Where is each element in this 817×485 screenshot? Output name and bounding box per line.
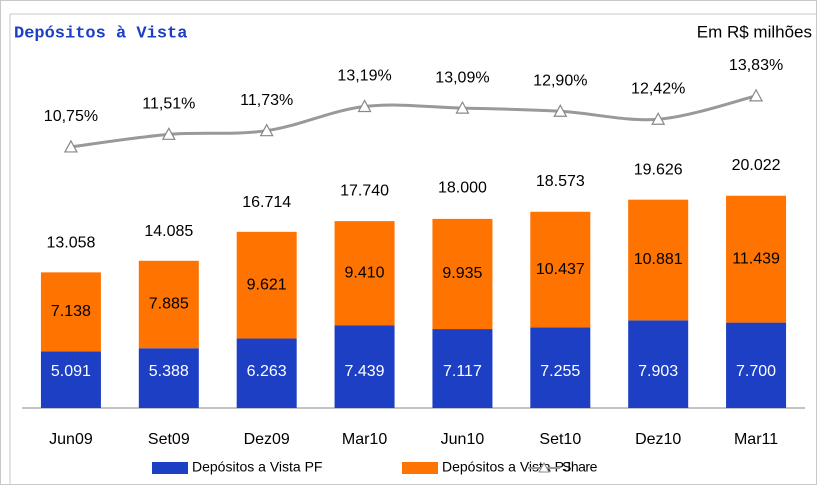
bar-segment [530,211,591,328]
legend-label: Depósitos a Vista PJ [442,459,571,475]
x-tick-label: Mar11 [734,431,778,448]
share-label: 13,19% [337,68,391,85]
value-label: 5.091 [51,363,91,380]
legend-label: Depósitos a Vista PF [192,459,322,475]
total-label: 13.058 [46,234,95,251]
share-marker [749,88,764,102]
legend-swatch [152,462,188,474]
total-label: 18.573 [536,173,585,190]
bar-segment [236,231,297,339]
share-marker [161,127,176,140]
bar-segment [334,325,395,408]
value-label: 7.700 [736,363,776,380]
bar-segment [334,221,395,326]
value-label: 9.410 [345,265,385,282]
value-label: 7.903 [638,363,678,380]
x-tick-label: Set10 [539,431,581,448]
share-marker [259,123,274,137]
total-label: 20.022 [732,157,781,174]
share-label: 12,42% [631,80,685,97]
value-label: 11.439 [732,250,780,267]
total-label: 14.085 [144,223,193,240]
total-label: 18.000 [438,180,487,197]
value-label: 7.117 [443,363,482,380]
share-label: 12,90% [533,72,587,89]
share-label: 13,83% [729,57,783,74]
share-label: 10,75% [44,108,98,125]
value-label: 6.263 [247,363,287,380]
value-label: 9.621 [247,276,287,293]
share-marker [651,111,666,125]
bar-segment [628,199,689,321]
value-label: 9.935 [442,265,482,282]
share-label: 13,09% [435,69,489,86]
bar-segment [432,329,493,408]
bar-segment [432,218,493,330]
x-tick-label: Dez10 [635,431,681,448]
value-label: 7.138 [51,303,91,320]
chart-subtitle: Em R$ milhões [697,22,812,41]
value-label: 10.437 [536,261,585,278]
share-marker [553,104,568,117]
x-tick-label: Jun09 [49,431,93,448]
share-marker [357,99,372,113]
share-label: 11,51% [142,96,195,113]
bar-segment [726,195,787,323]
total-label: 19.626 [634,162,683,179]
value-label: 7.255 [540,363,580,380]
bar-segment [726,322,787,408]
value-label: 5.388 [149,363,189,380]
value-label: 7.885 [149,296,189,313]
share-marker [63,139,78,153]
bar-segment [530,327,591,408]
legend-label: Share [562,459,598,475]
bar-segment [138,260,199,349]
bar-segment [138,348,199,408]
x-tick-label: Dez09 [244,431,290,448]
legend-swatch [402,462,438,474]
bar-segment [236,338,297,408]
bar-segment [628,320,689,408]
chart-title: Depósitos à Vista [14,24,187,43]
x-tick-label: Mar10 [342,431,387,448]
value-label: 10.881 [634,251,683,268]
share-label: 11,73% [240,92,293,109]
value-label: 7.439 [345,363,385,380]
x-tick-label: Jun10 [441,431,485,448]
total-label: 16.714 [242,194,291,211]
share-marker [455,100,470,114]
x-tick-label: Set09 [148,431,190,448]
legend-marker [538,461,550,473]
bar-segment [40,351,101,408]
total-label: 17.740 [340,182,389,199]
bar-segment [40,272,101,352]
